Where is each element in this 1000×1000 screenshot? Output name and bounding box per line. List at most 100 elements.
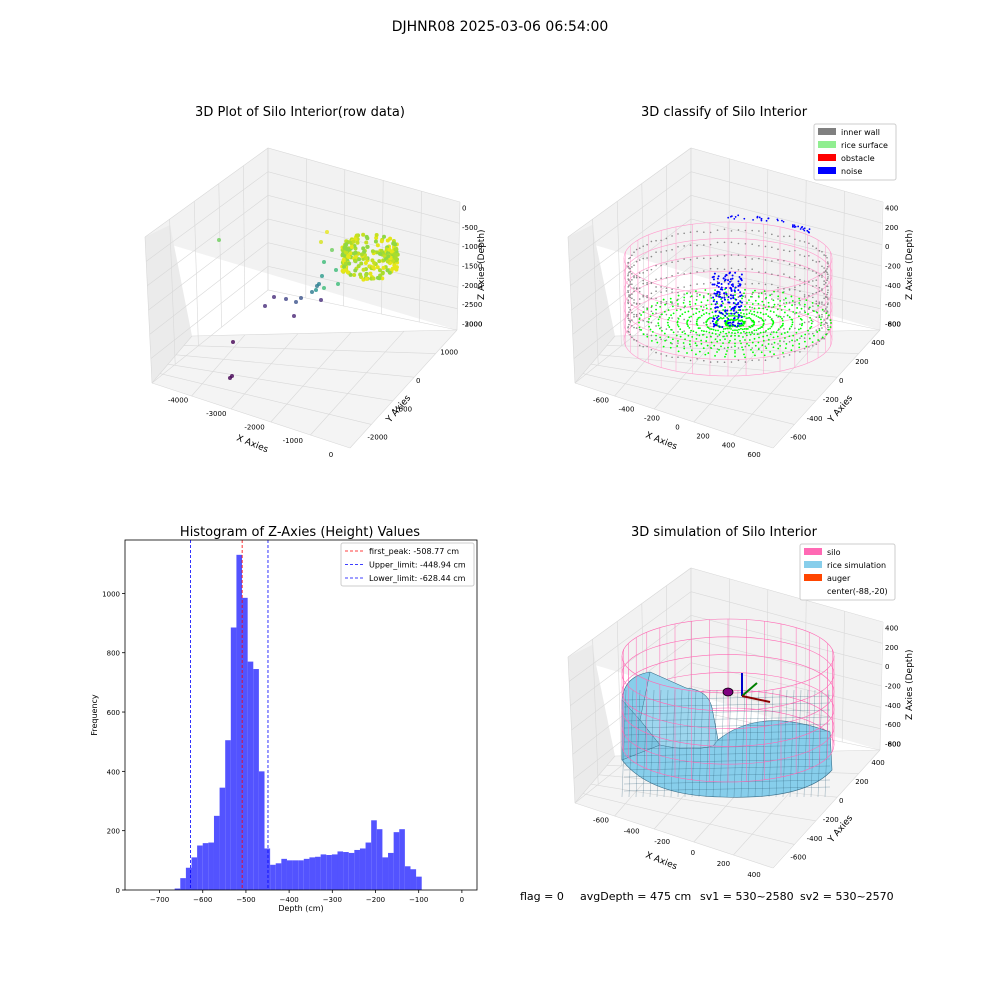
wall-point: [737, 229, 740, 231]
noise-point: [728, 280, 731, 283]
surface-point: [748, 306, 751, 308]
surface-point: [734, 332, 736, 335]
legend-swatch: [818, 154, 836, 161]
wall-point: [764, 245, 767, 248]
wall-point: [758, 230, 760, 232]
noise-point: [716, 306, 719, 309]
surface-point: [741, 346, 743, 349]
surface-point: [754, 299, 757, 302]
wall-point: [627, 315, 629, 317]
surface-point: [788, 327, 791, 330]
surface-point: [753, 337, 756, 340]
surface-point: [691, 308, 694, 310]
noise-point: [730, 312, 733, 315]
surface-point: [754, 289, 756, 292]
data-point: [377, 268, 382, 273]
wall-point: [660, 286, 662, 288]
surface-point: [687, 325, 689, 327]
histogram-bar: [185, 867, 192, 890]
noise-point: [721, 325, 724, 328]
surface-point: [716, 340, 719, 343]
wall-point: [788, 263, 791, 266]
noise-point: [725, 292, 728, 295]
noise-point: [738, 276, 741, 279]
wall-point: [631, 266, 633, 268]
surface-point: [809, 327, 812, 329]
surface-point: [758, 307, 760, 310]
data-point: [385, 238, 390, 243]
grid-line: [616, 201, 622, 346]
surface-point: [756, 311, 759, 314]
surface-point: [701, 333, 704, 336]
surface-point: [712, 315, 715, 318]
surface-point: [690, 315, 693, 318]
data-point: [372, 260, 377, 265]
x-tick-label: −300: [323, 896, 342, 904]
data-point: [228, 376, 232, 380]
wall-point: [703, 231, 705, 234]
wall-point: [650, 348, 653, 351]
legend-label: rice surface: [841, 141, 888, 150]
wall-point: [777, 303, 779, 306]
histogram-bar: [225, 740, 231, 890]
surface-point: [763, 354, 766, 357]
wall-point: [799, 299, 801, 302]
surface-point: [669, 297, 672, 300]
surface-point: [800, 335, 803, 338]
wall-point: [696, 257, 698, 259]
noise-point: [719, 288, 722, 291]
panel4-z-label: Z Axies (Depth): [905, 649, 915, 720]
noise-point: [767, 217, 770, 220]
histogram-bar: [404, 866, 411, 890]
wall-point: [771, 273, 773, 275]
histogram-y-ticks: 0 200 400 600 800 1000: [102, 590, 125, 895]
y-tick-label: 1000: [440, 349, 458, 357]
histogram-legend: first_peak: -508.77 cm Upper_limit: -448.…: [340, 542, 475, 587]
noise-point: [781, 219, 783, 222]
wall-point: [638, 298, 641, 300]
wall-point: [709, 281, 712, 284]
wall-point: [803, 255, 806, 258]
wall-point: [788, 289, 791, 291]
wall-point: [689, 345, 692, 348]
wall-point: [646, 320, 648, 323]
grid-line: [191, 334, 246, 397]
surface-point: [719, 331, 722, 334]
wall-point: [655, 338, 657, 341]
surface-point: [649, 315, 652, 318]
mesh-line: [656, 689, 662, 798]
surface-point: [820, 318, 822, 321]
surface-point: [748, 339, 751, 341]
y-tick-label: 200: [107, 828, 120, 836]
surface-point: [692, 330, 695, 333]
wall-point: [751, 258, 753, 260]
mesh-line: [740, 689, 746, 798]
wall-point: [633, 251, 635, 254]
surface-point: [695, 299, 698, 301]
surface-point: [728, 331, 730, 334]
wall-point: [650, 255, 653, 258]
noise-point: [720, 286, 723, 289]
surface-point: [705, 323, 708, 326]
histogram-bar: [303, 858, 310, 890]
grid-line: [567, 656, 576, 804]
panel-classify-3d: 3D classify of Silo Interior -600 -400 -20…: [567, 105, 915, 459]
histogram-bar: [208, 842, 214, 890]
wall-point: [665, 339, 668, 341]
surface-point: [687, 310, 690, 313]
surface-point: [686, 352, 688, 354]
wall-point: [758, 359, 760, 361]
wall-point: [671, 261, 673, 263]
wall-point: [660, 277, 662, 280]
wall-point: [655, 239, 657, 242]
legend-label: first_peak: -508.77 cm: [369, 547, 459, 556]
grid-line: [804, 600, 807, 735]
wall-point: [826, 271, 828, 274]
surface-point: [656, 302, 659, 304]
legend-label: auger: [827, 574, 851, 583]
surface-point: [675, 334, 678, 337]
surface-point: [805, 299, 808, 301]
wall-point: [812, 259, 814, 262]
mesh-line: [810, 689, 816, 798]
